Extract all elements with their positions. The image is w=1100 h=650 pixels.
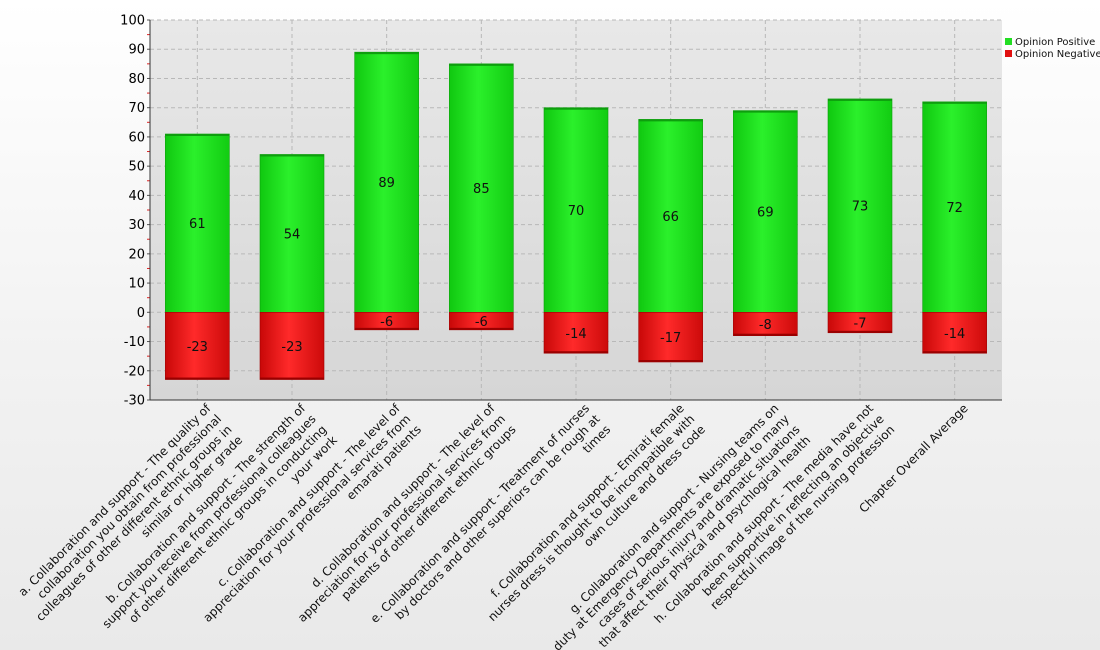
value-label-negative: -6 <box>475 315 488 330</box>
bar-positive <box>449 63 514 313</box>
y-tick-label: 40 <box>128 189 145 204</box>
bar-positive <box>165 133 230 313</box>
value-label-negative: -14 <box>565 327 586 342</box>
bar-negative-cap <box>922 351 987 354</box>
value-label-negative: -14 <box>944 327 965 342</box>
bar-positive-cap <box>733 110 798 113</box>
bar-positive-cap <box>260 154 324 157</box>
y-tick-label: 60 <box>128 130 145 145</box>
x-tick-labels: a. Collaboration and support - The quali… <box>16 401 971 650</box>
bar-negative-cap <box>449 327 514 330</box>
y-tick-label: 20 <box>128 247 145 262</box>
y-tick-label: 100 <box>120 14 145 29</box>
bar-positive-cap <box>354 52 419 55</box>
bar-positive <box>259 154 325 313</box>
bar-positive-cap <box>922 101 987 104</box>
value-label-negative: -23 <box>187 340 208 355</box>
legend-swatch <box>1005 50 1012 57</box>
value-label-positive: 72 <box>946 201 963 216</box>
bar-negative-cap <box>733 333 798 336</box>
bar-negative <box>922 312 987 354</box>
bar-negative-cap <box>354 327 419 330</box>
bar-positive-cap <box>449 63 514 66</box>
value-label-negative: -8 <box>759 318 772 333</box>
y-tick-label: -30 <box>124 394 145 409</box>
value-labels: 61 -23 54 -23 89 -6 85 -6 70 -14 66 -17 69 -8 73 -7 72 -1… <box>187 176 966 355</box>
bar-negative-cap <box>165 377 230 380</box>
value-label-positive: 89 <box>378 176 395 191</box>
bar-negative-cap <box>260 377 324 380</box>
value-label-negative: -6 <box>380 315 393 330</box>
bars <box>165 51 987 380</box>
bar-negative-cap <box>544 351 608 354</box>
value-label-positive: 61 <box>189 217 206 232</box>
y-tick-label: 30 <box>128 218 145 233</box>
bar-positive <box>638 119 703 313</box>
bar-positive-cap <box>165 134 230 136</box>
value-label-positive: 73 <box>852 200 869 215</box>
legend-label: Opinion Negative <box>1015 49 1100 60</box>
bar-negative-cap <box>638 360 703 362</box>
y-tick-labels: -30 -20 -10 0 10 20 30 40 50 60 70 80 90 100 <box>120 14 145 409</box>
bar-negative-cap <box>828 330 892 333</box>
y-tick-label: 10 <box>128 277 145 292</box>
bar-positive-cap <box>828 98 892 101</box>
bar-positive <box>354 51 419 313</box>
legend-label: Opinion Positive <box>1015 37 1095 48</box>
value-label-negative: -7 <box>854 317 867 332</box>
legend-swatch <box>1005 38 1012 45</box>
y-tick-label: 70 <box>128 101 145 116</box>
bar-negative <box>638 312 703 363</box>
value-label-positive: 85 <box>473 182 490 197</box>
value-label-positive: 54 <box>284 227 301 242</box>
y-tick-label: -10 <box>124 335 145 350</box>
y-tick-label: 90 <box>128 43 145 58</box>
value-label-positive: 69 <box>757 205 774 220</box>
bar-positive <box>733 110 798 313</box>
y-tick-label: 50 <box>128 160 145 175</box>
y-tick-label: 0 <box>137 306 145 321</box>
bar-positive-cap <box>638 119 703 122</box>
y-tick-label: 80 <box>128 72 145 87</box>
bar-negative <box>259 312 325 380</box>
bar-negative <box>543 312 609 354</box>
value-label-negative: -17 <box>660 331 681 346</box>
value-label-negative: -23 <box>281 340 302 355</box>
axes <box>147 19 1002 401</box>
value-label-positive: 66 <box>662 210 679 225</box>
value-label-positive: 70 <box>568 204 585 219</box>
bar-positive-cap <box>544 107 608 110</box>
y-tick-label: -20 <box>124 364 145 379</box>
bar-positive <box>827 98 893 313</box>
